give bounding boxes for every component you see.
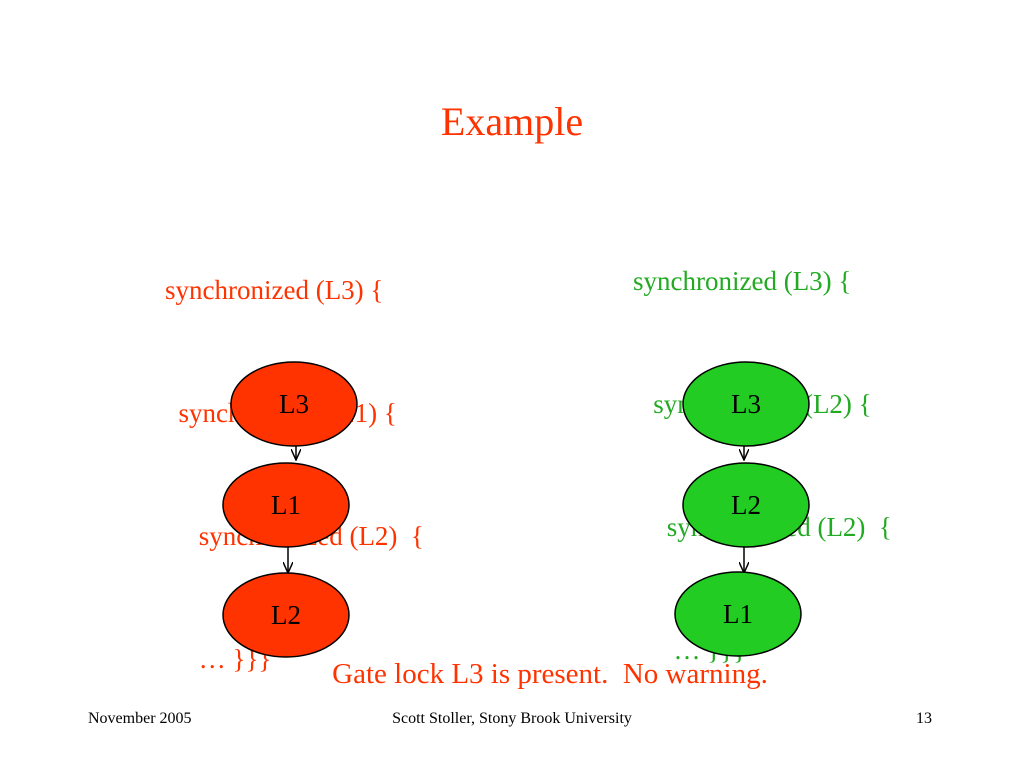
lock-node-L1-left xyxy=(222,462,350,548)
lock-node-label: L2 xyxy=(731,490,761,520)
slide-caption: Gate lock L3 is present. No warning. xyxy=(332,658,768,690)
lock-node-label: L3 xyxy=(279,389,309,419)
lock-node-L2-right xyxy=(682,462,810,548)
footer-date: November 2005 xyxy=(88,710,192,727)
left-lock-graph: L3 L1 L2 xyxy=(222,361,358,658)
slide-title: Example xyxy=(440,99,584,144)
lock-node-label: L2 xyxy=(271,600,301,630)
code-line: synchronized (L3) { xyxy=(165,275,384,305)
lock-node-L2-left xyxy=(222,572,350,658)
lock-node-label: L3 xyxy=(731,389,761,419)
footer-page-number: 13 xyxy=(916,710,932,727)
lock-node-L3-right xyxy=(682,361,810,447)
lock-node-label: L1 xyxy=(271,490,301,520)
footer-author: Scott Stoller, Stony Brook University xyxy=(392,710,632,727)
lock-node-L1-right xyxy=(674,571,802,657)
code-line: synchronized (L3) { xyxy=(633,266,852,296)
lock-node-L3-left xyxy=(230,361,358,447)
right-lock-graph: L3 L2 L1 xyxy=(674,361,810,657)
lock-node-label: L1 xyxy=(723,599,753,629)
